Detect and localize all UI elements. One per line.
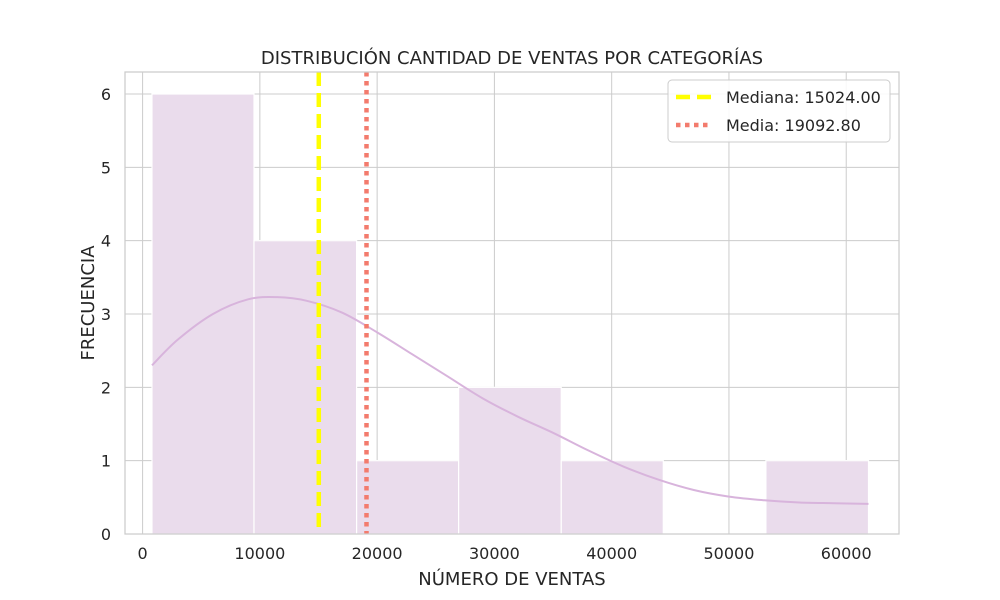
bars-layer: [151, 93, 870, 535]
y-tick-label: 6: [101, 85, 111, 104]
chart-title: DISTRIBUCIÓN CANTIDAD DE VENTAS POR CATE…: [261, 47, 763, 69]
legend-label-1: Mediana: 15024.00: [726, 88, 881, 107]
legend-items: Mediana: 15024.00 Media: 19092.80: [676, 88, 881, 135]
x-tick-label: 20000: [352, 544, 403, 563]
y-tick-label: 5: [101, 158, 111, 177]
x-tick-label: 0: [137, 544, 147, 563]
x-tick-label: 50000: [704, 544, 755, 563]
y-tick-label: 2: [101, 378, 111, 397]
y-tick-label: 4: [101, 232, 111, 251]
histogram-bar-7: [765, 460, 870, 535]
legend: Mediana: 15024.00 Media: 19092.80: [667, 79, 891, 143]
x-tick-label: 10000: [234, 544, 285, 563]
y-tick-label: 3: [101, 305, 111, 324]
histogram-bar-1: [151, 93, 255, 535]
x-tick-label: 30000: [469, 544, 520, 563]
x-tick-labels: 0 10000 20000 30000 40000 50000 60000: [137, 544, 871, 563]
y-axis-title: FRECUENCIA: [78, 245, 99, 361]
x-axis-title: NÚMERO DE VENTAS: [418, 568, 605, 590]
y-tick-label: 1: [101, 452, 111, 471]
legend-label-2: Media: 19092.80: [726, 116, 861, 135]
legend-box: [667, 79, 891, 143]
histogram-bar-3: [356, 460, 460, 535]
kde-curve: [151, 295, 869, 505]
reference-lines-layer: [316, 72, 369, 534]
x-tick-label: 60000: [821, 544, 872, 563]
x-tick-label: 40000: [586, 544, 637, 563]
plot-frame: [124, 71, 900, 535]
y-tick-label: 0: [101, 525, 111, 544]
y-tick-labels: 0 1 2 3 4 5 6: [101, 85, 111, 544]
kde-layer: [151, 295, 869, 505]
histogram-bar-4: [458, 386, 562, 535]
histogram-bar-2: [253, 240, 358, 535]
histogram-bar-5: [560, 460, 664, 535]
